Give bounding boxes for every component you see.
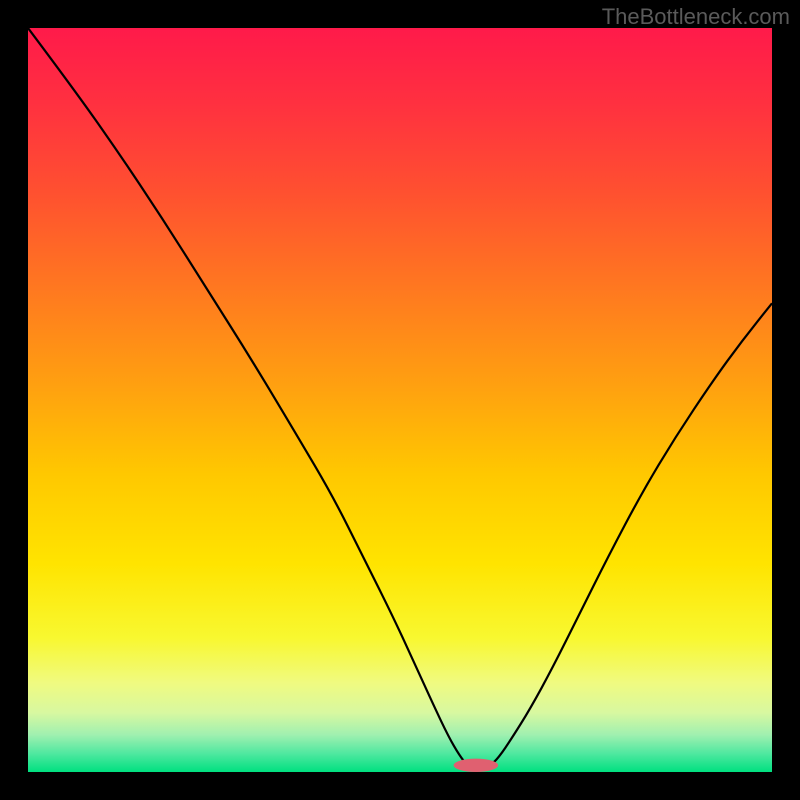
minimum-marker: [454, 759, 499, 772]
figure-root: TheBottleneck.com: [0, 0, 800, 800]
plot-area: [28, 28, 772, 772]
bottleneck-curve: [28, 28, 772, 770]
watermark-text: TheBottleneck.com: [602, 4, 790, 30]
curve-layer: [28, 28, 772, 772]
